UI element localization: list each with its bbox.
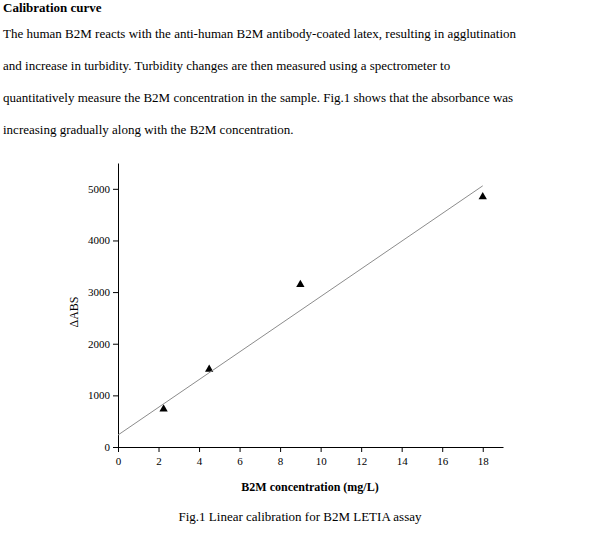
x-tick-label: 2 xyxy=(156,455,162,467)
page: Calibration curve The human B2M reacts wi… xyxy=(0,0,590,534)
y-tick: 1000 xyxy=(88,389,118,401)
x-tick-mark xyxy=(118,447,119,452)
x-tick-mark xyxy=(442,447,443,452)
y-tick: 3000 xyxy=(88,286,118,298)
x-tick: 8 xyxy=(278,447,284,467)
x-tick-label: 4 xyxy=(197,455,203,467)
y-axis-title: ΔABS xyxy=(67,296,81,327)
x-tick: 4 xyxy=(197,447,203,467)
x-tick-mark xyxy=(321,447,322,452)
y-tick-label: 5000 xyxy=(88,183,111,195)
x-tick-mark xyxy=(483,447,484,452)
x-axis-line xyxy=(119,447,504,448)
x-tick: 6 xyxy=(237,447,243,467)
x-tick-label: 6 xyxy=(237,455,243,467)
x-tick-label: 0 xyxy=(116,455,122,467)
heading: Calibration curve xyxy=(3,0,102,15)
y-tick-label: 0 xyxy=(105,441,111,453)
x-tick-mark xyxy=(280,447,281,452)
fit-line xyxy=(118,186,483,435)
x-tick-label: 14 xyxy=(397,455,409,467)
paragraph-line: increasing gradually along with the B2M … xyxy=(3,122,294,137)
y-tick: 5000 xyxy=(88,183,118,195)
paragraph-line: quantitatively measure the B2M concentra… xyxy=(3,90,513,105)
x-tick: 2 xyxy=(156,447,162,467)
plot-data xyxy=(118,186,487,435)
y-tick-label: 1000 xyxy=(88,389,111,401)
x-tick: 10 xyxy=(316,447,328,467)
x-tick: 14 xyxy=(397,447,409,467)
x-tick: 18 xyxy=(478,447,490,467)
y-tick-mark xyxy=(113,189,118,190)
y-tick-mark xyxy=(113,240,118,241)
y-tick-label: 2000 xyxy=(88,338,111,350)
x-axis-title: B2M concentration (mg/L) xyxy=(241,480,378,494)
paragraph-line: The human B2M reacts with the anti-human… xyxy=(3,26,517,41)
x-tick-label: 16 xyxy=(437,455,449,467)
x-tick-mark xyxy=(159,447,160,452)
y-tick-mark xyxy=(113,292,118,293)
x-tick: 0 xyxy=(116,447,122,467)
x-tick-label: 18 xyxy=(478,455,490,467)
y-tick: 2000 xyxy=(88,338,118,350)
x-tick-label: 10 xyxy=(316,455,328,467)
paragraph-line: and increase in turbidity. Turbidity cha… xyxy=(3,58,450,73)
x-tick-mark xyxy=(240,447,241,452)
y-tick-mark xyxy=(113,395,118,396)
caption: Fig.1 Linear calibration for B2M LETIA a… xyxy=(179,509,422,524)
y-tick-label: 4000 xyxy=(88,234,111,246)
x-tick-label: 8 xyxy=(278,455,284,467)
y-tick-label: 3000 xyxy=(88,286,111,298)
x-axis: 0 2 4 6 8 10 12 14 16 18 xyxy=(116,447,504,467)
y-tick: 4000 xyxy=(88,234,118,246)
x-tick-label: 12 xyxy=(356,455,367,467)
x-tick-mark xyxy=(402,447,403,452)
y-axis-line xyxy=(118,164,119,448)
y-axis: 0 1000 2000 3000 4000 5000 xyxy=(88,164,119,454)
y-tick-mark xyxy=(113,344,118,345)
x-tick: 12 xyxy=(356,447,367,467)
data-point xyxy=(479,192,487,199)
x-tick-mark xyxy=(199,447,200,452)
y-tick-mark xyxy=(113,447,118,448)
x-tick-mark xyxy=(361,447,362,452)
x-tick: 16 xyxy=(437,447,449,467)
y-tick: 0 xyxy=(105,441,119,453)
data-point xyxy=(296,280,304,287)
